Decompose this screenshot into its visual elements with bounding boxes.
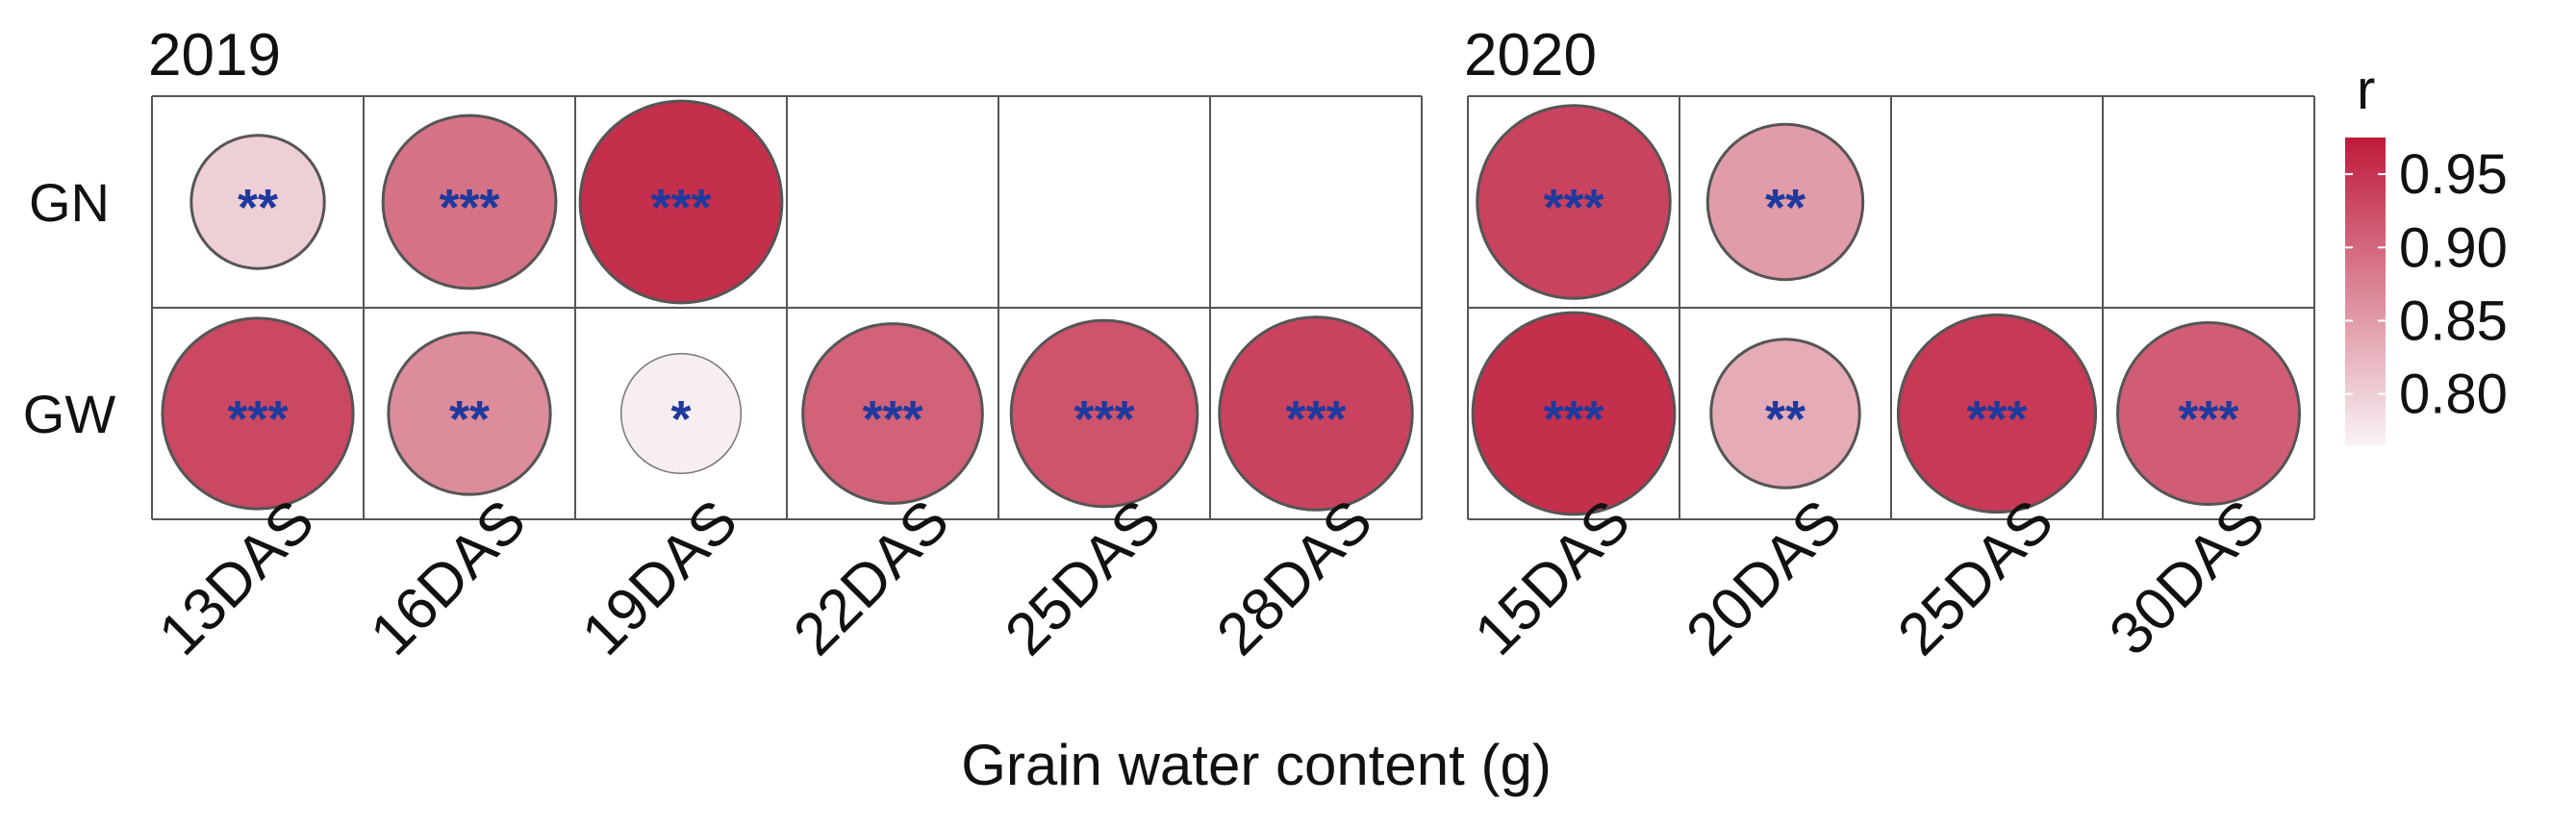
significance-label: *** (1285, 390, 1346, 448)
correlation-circle-gw-15das (1471, 311, 1677, 516)
x-tick-label-25das: 25DAS (1885, 488, 2066, 668)
correlation-circle-gw-25das (1896, 313, 2098, 514)
significance-label: *** (1543, 179, 1604, 237)
significance-label: *** (1966, 390, 2027, 448)
significance-label: *** (650, 179, 711, 237)
significance-label: *** (227, 390, 288, 448)
legend-title: r (2357, 59, 2375, 121)
panel-title: 2020 (1464, 22, 1597, 88)
panel-2020: 2020*** ***** ** *** ***15DAS 20DAS 25DAS 30DAS (1462, 22, 2315, 668)
legend-tick-label: 0.80 (2399, 364, 2508, 426)
significance-label: *** (439, 179, 499, 237)
x-tick-label-28das: 28DAS (1204, 488, 1385, 668)
legend-tick-label: 0.95 (2399, 143, 2508, 206)
correlation-circle-gw-22das (801, 322, 984, 505)
correlation-circle-gw-25das (1009, 318, 1200, 509)
significance-label: *** (1073, 390, 1134, 448)
legend-colorbar (2345, 138, 2386, 445)
x-tick-label-13das: 13DAS (146, 488, 327, 668)
significance-label: *** (2178, 390, 2238, 448)
correlation-circle-gn-20das (1705, 122, 1865, 282)
x-tick-label-20das: 20DAS (1674, 488, 1855, 668)
x-tick-label-19das: 19DAS (569, 488, 750, 668)
panel-2019: 2019** *** ****** ** * *** *** ***13DAS 16DAS 19D… (146, 22, 1423, 668)
legend-tick-label: 0.85 (2399, 289, 2508, 352)
row-label-gn: GN (29, 172, 110, 233)
x-tick-label-22das: 22DAS (781, 488, 962, 668)
correlation-circle-gw-13das (161, 316, 355, 511)
x-tick-label-15das: 15DAS (1462, 488, 1643, 668)
significance-label: ** (238, 179, 278, 237)
significance-label: *** (862, 390, 922, 448)
correlation-circle-gw-20das (1709, 338, 1861, 489)
row-label-gw: GW (23, 384, 116, 444)
legend-tick-label: 0.90 (2399, 216, 2508, 279)
x-axis-title: Grain water content (g) (961, 733, 1552, 797)
correlation-circle-gn-16das (381, 113, 558, 290)
significance-label: ** (1765, 390, 1806, 448)
x-tick-label-25das: 25DAS (993, 488, 1174, 668)
significance-label: * (670, 390, 691, 448)
x-tick-label-30das: 30DAS (2097, 488, 2278, 668)
correlation-circle-gw-28das (1218, 315, 1414, 512)
panel-title: 2019 (148, 22, 281, 88)
correlation-circle-gw-19das (619, 352, 743, 475)
correlation-circle-gw-16das (387, 331, 552, 496)
significance-label: ** (1765, 179, 1806, 237)
correlation-circle-gw-30das (2116, 321, 2301, 506)
significance-label: *** (1543, 390, 1604, 448)
correlation-circle-gn-13das (189, 134, 326, 270)
x-tick-label-16das: 16DAS (358, 488, 539, 668)
correlation-circle-gn-19das (578, 99, 784, 305)
correlation-circle-gn-15das (1476, 104, 1672, 300)
significance-label: ** (449, 390, 490, 448)
